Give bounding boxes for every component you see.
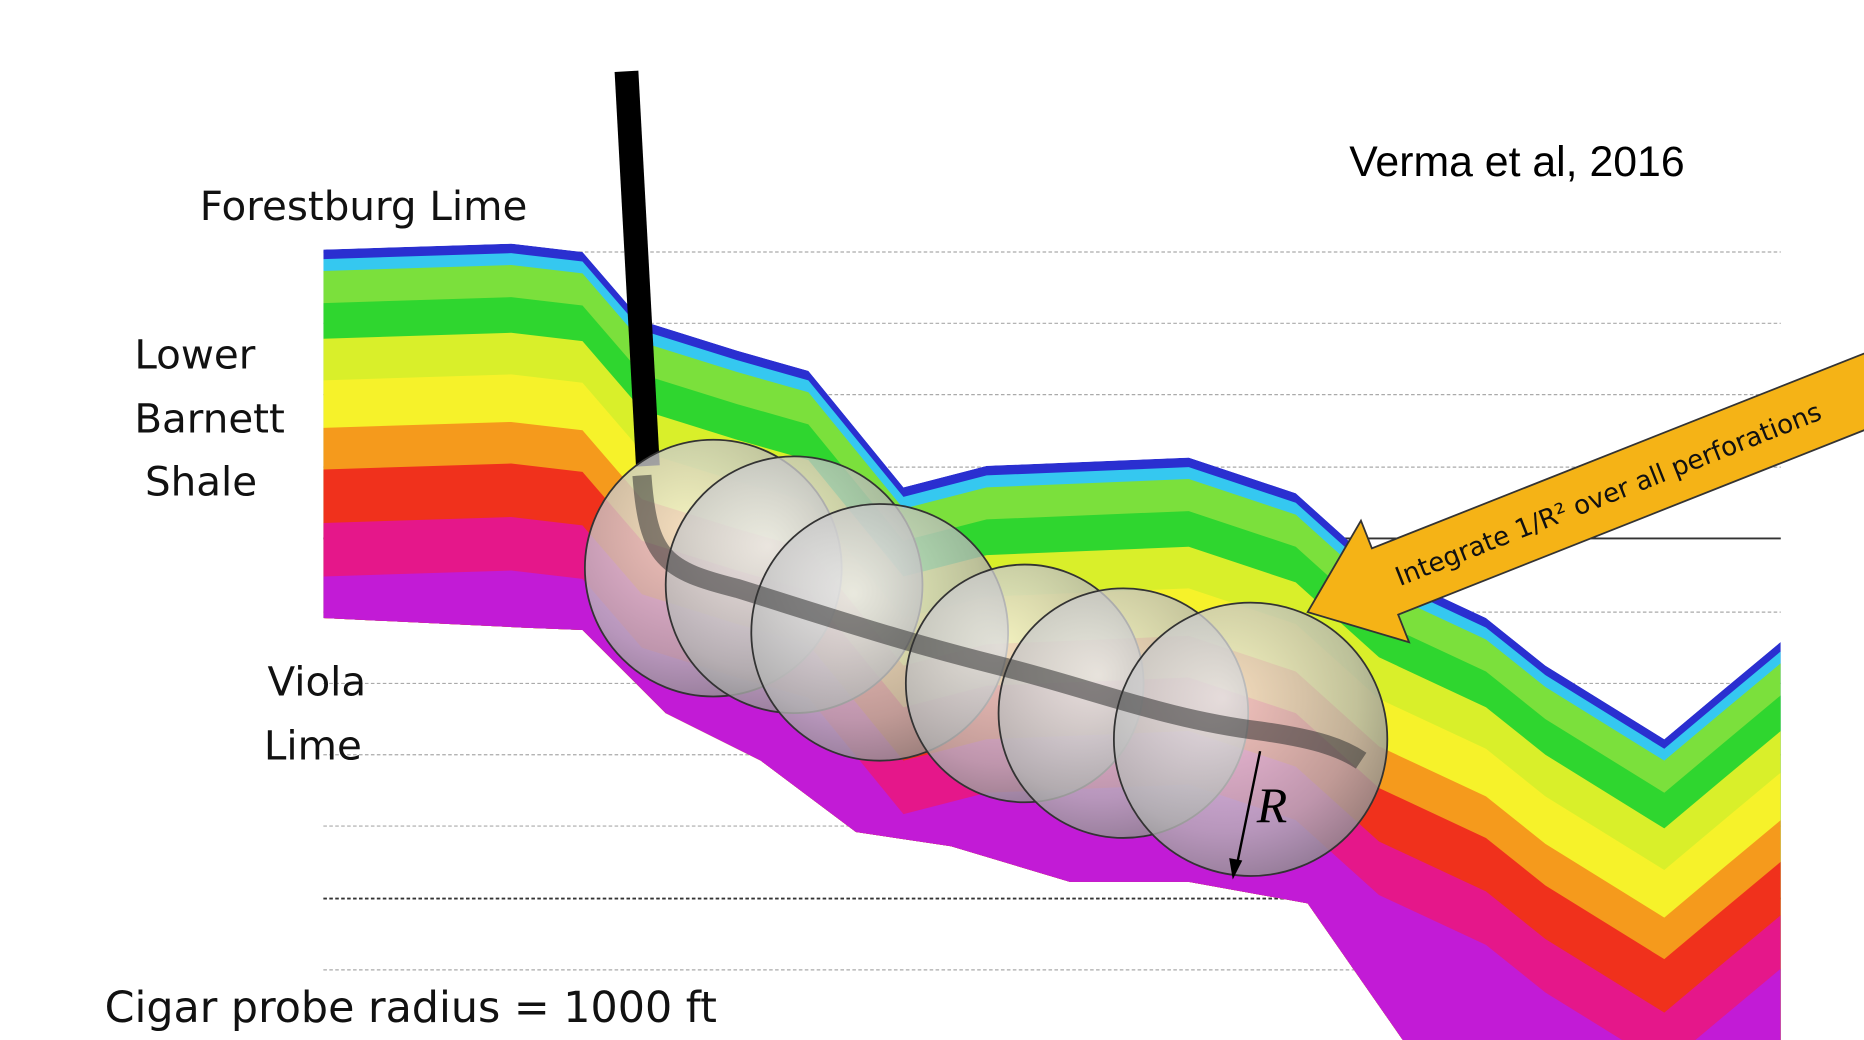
barnett-label: Shale [145, 458, 257, 506]
viola-label: Lime [264, 722, 362, 770]
forestburg-label: Forestburg Lime [200, 182, 528, 230]
barnett-label: Barnett [134, 395, 285, 443]
diagram: R Integrate 1/R² over all perforations F… [0, 0, 1864, 1040]
barnett-label: Lower [134, 330, 255, 378]
note-arrow: Integrate 1/R² over all perforations [1284, 324, 1864, 673]
viola-label: Viola [267, 657, 366, 705]
citation: Verma et al, 2016 [1349, 138, 1684, 186]
radius-symbol: R [1256, 778, 1288, 833]
caption: Cigar probe radius = 1000 ft [105, 983, 717, 1033]
arrow-note: Integrate 1/R² over all perforations [1391, 397, 1826, 593]
